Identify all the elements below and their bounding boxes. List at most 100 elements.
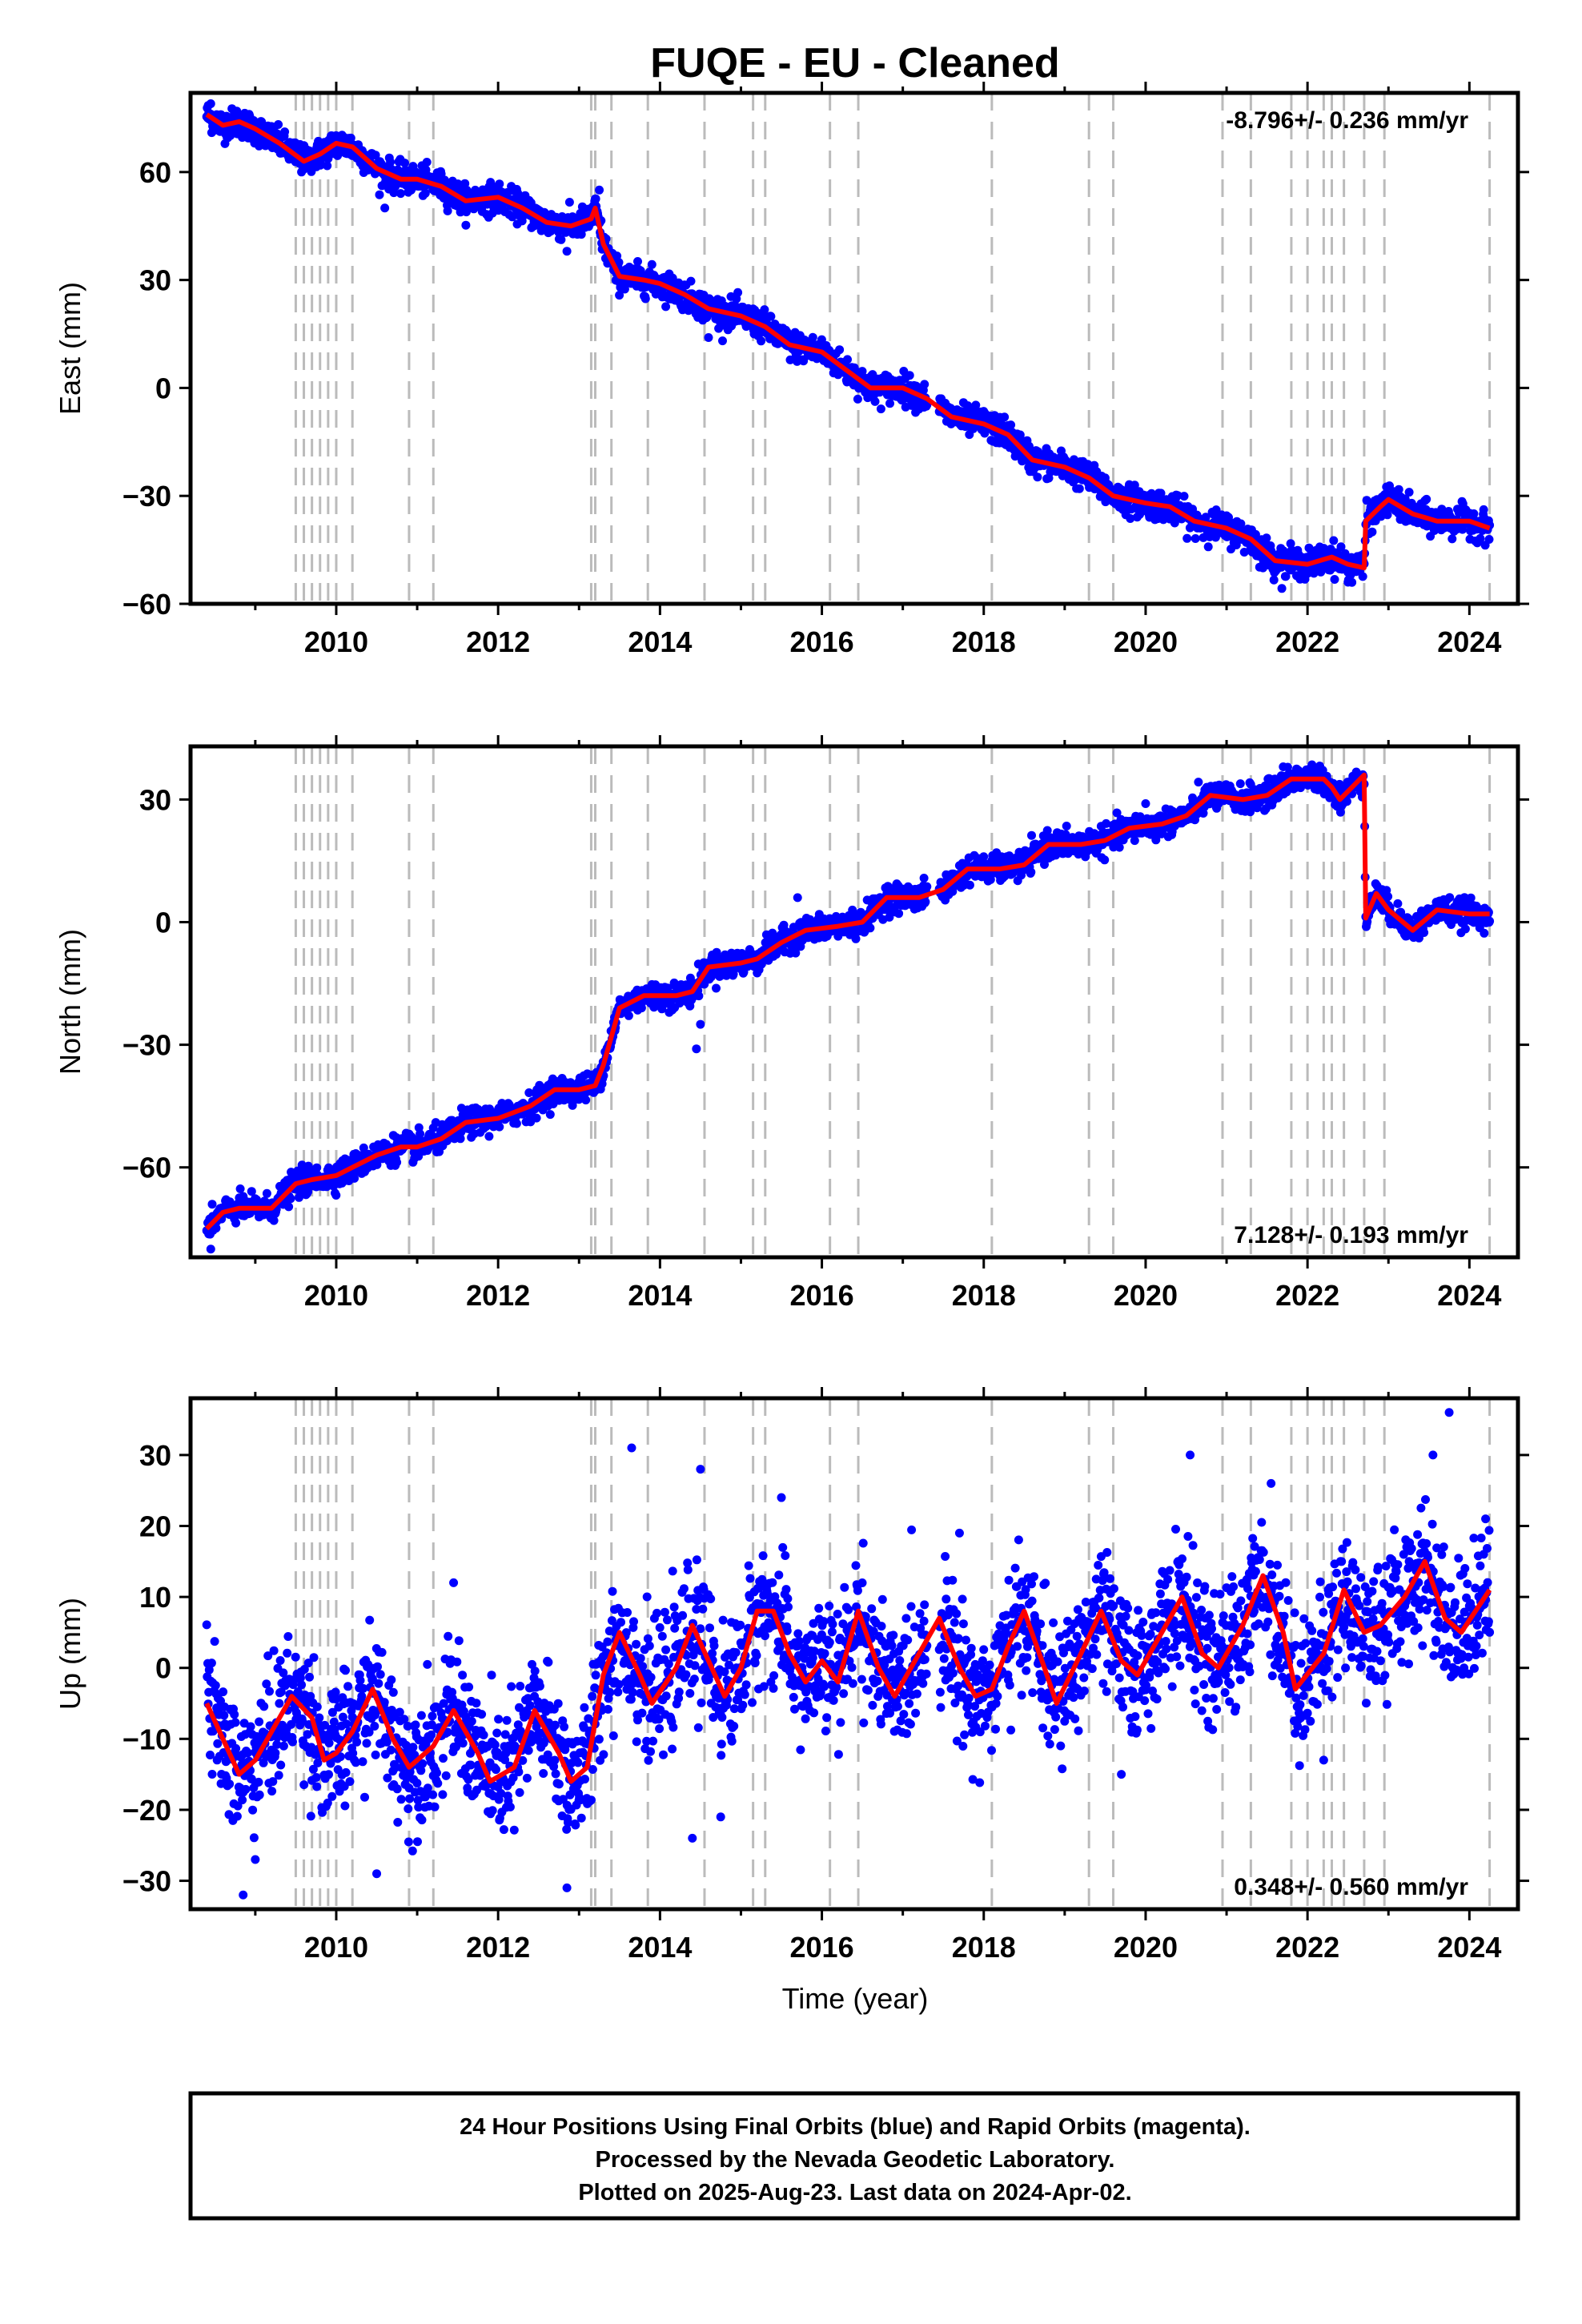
data-point: [885, 399, 894, 408]
data-point: [694, 991, 704, 1001]
data-point: [274, 120, 283, 129]
data-point: [1173, 491, 1182, 501]
data-point: [1126, 514, 1135, 523]
data-point: [1061, 830, 1070, 839]
data-point: [1422, 494, 1431, 504]
data-point: [615, 291, 624, 300]
data-point: [657, 1004, 667, 1014]
data-point: [371, 151, 380, 160]
data-point: [894, 909, 904, 919]
data-point: [1156, 489, 1166, 498]
data-point: [979, 852, 989, 862]
data-point: [808, 332, 817, 342]
data-point: [556, 235, 566, 244]
data-point: [922, 882, 932, 891]
y-tick-label: 60: [139, 156, 171, 189]
data-point: [247, 1187, 256, 1196]
x-tick-label: 2012: [466, 625, 530, 658]
data-point: [885, 912, 894, 922]
outlier-point: [704, 333, 713, 343]
data-point: [1114, 842, 1124, 852]
plot-frame: [188, 90, 1520, 606]
data-point: [1062, 822, 1071, 830]
data-point: [1026, 867, 1036, 877]
data-point: [495, 1122, 504, 1132]
data-point: [235, 1184, 245, 1193]
outlier-point: [562, 247, 572, 256]
data-point: [295, 1192, 303, 1202]
data-point: [1201, 513, 1211, 522]
data-point: [1484, 535, 1494, 544]
data-point: [1100, 855, 1110, 865]
data-point: [905, 371, 914, 380]
data-point: [1262, 533, 1271, 543]
data-point: [517, 216, 527, 226]
data-point: [1130, 480, 1139, 490]
data-point: [921, 897, 930, 907]
data-point: [766, 312, 776, 321]
data-point: [647, 259, 656, 269]
data-point: [1281, 572, 1291, 581]
data-point: [581, 1096, 591, 1105]
data-point: [1006, 420, 1016, 430]
data-point: [668, 273, 677, 283]
data-point: [346, 133, 355, 143]
data-point: [1330, 575, 1339, 584]
data-point: [420, 188, 430, 198]
data-point: [640, 294, 650, 304]
data-point: [456, 1134, 465, 1144]
data-point: [1194, 778, 1203, 787]
data-point: [851, 934, 861, 943]
data-point: [712, 983, 721, 993]
data-point: [760, 305, 769, 315]
data-point: [207, 1200, 217, 1209]
data-point: [614, 258, 624, 267]
data-point: [532, 1113, 541, 1123]
data-point: [312, 1163, 322, 1172]
x-tick-label: 2020: [1114, 625, 1178, 658]
data-point: [1182, 533, 1192, 543]
x-tick-label: 2018: [952, 625, 1016, 658]
x-tick-label: 2014: [628, 625, 692, 658]
data-point: [876, 404, 885, 414]
data-point: [331, 1191, 341, 1200]
data-point: [1329, 536, 1339, 545]
outlier-point: [206, 99, 215, 108]
data-point: [545, 1110, 555, 1120]
data-point: [350, 1173, 359, 1183]
data-point: [1269, 575, 1279, 585]
data-point: [1362, 496, 1371, 505]
plot-area: [202, 93, 1495, 604]
data-point: [1042, 826, 1052, 835]
y-axis-label: East (mm): [54, 282, 86, 415]
data-point: [400, 159, 409, 167]
outlier-point: [1343, 577, 1353, 587]
data-point: [443, 206, 452, 215]
plot-area: [202, 746, 1495, 1257]
data-point: [255, 141, 264, 151]
data-point: [1367, 527, 1377, 537]
data-point: [1236, 519, 1246, 529]
data-point: [843, 355, 852, 364]
y-tick-label: −30: [122, 480, 171, 513]
data-point: [1447, 534, 1457, 544]
data-point: [269, 1216, 279, 1225]
data-point: [870, 396, 880, 406]
data-point: [591, 194, 600, 203]
data-point: [1102, 818, 1111, 828]
data-point: [392, 1157, 402, 1167]
x-tick-label: 2010: [304, 625, 368, 658]
x-tick-label: 2024: [1437, 625, 1501, 658]
data-point: [1040, 860, 1049, 869]
data-point: [375, 190, 384, 199]
data-point: [1000, 412, 1010, 422]
data-point: [262, 1188, 271, 1198]
outlier-point: [380, 203, 390, 213]
outlier-point: [1259, 563, 1268, 573]
data-point: [484, 1132, 494, 1141]
data-point: [733, 287, 743, 297]
data-point: [1358, 572, 1367, 581]
data-point: [396, 189, 405, 199]
data-point: [422, 158, 432, 167]
data-point: [853, 394, 862, 404]
